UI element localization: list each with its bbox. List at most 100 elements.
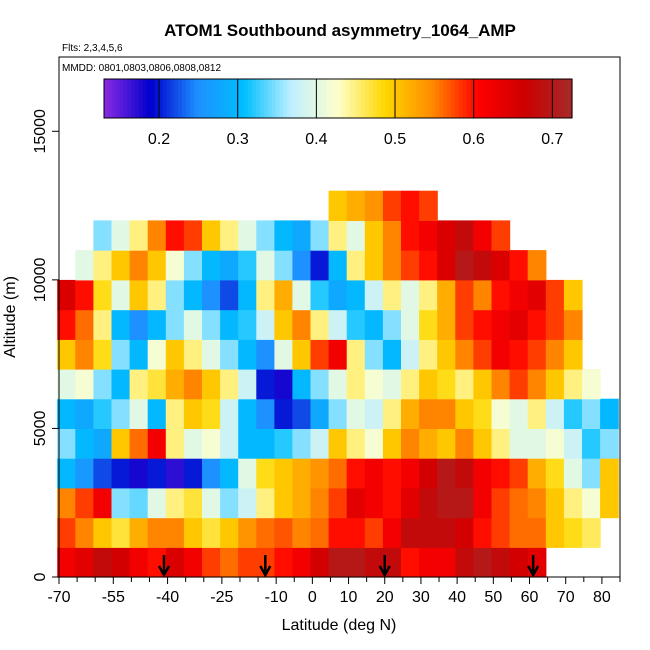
- heatmap-cell: [563, 428, 583, 459]
- colorbar-segment: [412, 79, 417, 118]
- heatmap-cell: [238, 428, 257, 459]
- colorbar-segment: [377, 79, 382, 118]
- heatmap-cell: [75, 428, 94, 459]
- colorbar-segment: [299, 79, 304, 118]
- heatmap-cell: [364, 279, 384, 311]
- colorbar-segment: [283, 79, 288, 118]
- colorbar-tick-label: 0.3: [227, 131, 249, 148]
- colorbar-segment: [552, 79, 557, 118]
- heatmap-cell: [292, 220, 312, 251]
- colorbar-segment: [431, 79, 437, 118]
- colorbar-tick-label: 0.7: [541, 131, 563, 148]
- colorbar-segment: [536, 79, 542, 118]
- flight-marker-head: [527, 565, 540, 578]
- heatmap-cell: [183, 309, 203, 340]
- heatmap-cell: [292, 279, 312, 311]
- colorbar-segment: [474, 79, 479, 118]
- chart-title: ATOM1 Southbound asymmetry_1064_AMP: [164, 21, 516, 40]
- heatmap-cell: [220, 339, 239, 370]
- colorbar-segment: [486, 79, 491, 118]
- colorbar-segment: [291, 79, 296, 118]
- heatmap-cell: [292, 398, 312, 429]
- heatmap-cell: [491, 250, 511, 281]
- colorbar-segment: [263, 79, 269, 118]
- heatmap-cell: [129, 487, 149, 519]
- heatmap-cell: [202, 547, 221, 578]
- heatmap-cell: [437, 250, 456, 281]
- colorbar-segment: [213, 79, 218, 118]
- heatmap-cell: [111, 339, 131, 370]
- heatmap-cell: [491, 369, 511, 400]
- x-tick-label: 30: [412, 589, 430, 606]
- heatmap-cell: [419, 309, 438, 340]
- colorbar-segment: [244, 79, 249, 118]
- heatmap-cell: [491, 220, 511, 251]
- heatmap-cell: [238, 309, 257, 340]
- heatmap-cell: [527, 309, 547, 340]
- heatmap-cell: [202, 487, 221, 519]
- heatmap-cell: [256, 398, 275, 429]
- colorbar-segment: [170, 79, 175, 118]
- colorbar-segment: [236, 79, 242, 118]
- heatmap-cell: [473, 547, 493, 578]
- heatmap-cell: [202, 517, 221, 548]
- heatmap-cell: [328, 309, 348, 340]
- colorbar-segment: [423, 79, 429, 118]
- heatmap-cell: [437, 428, 456, 459]
- colorbar-segment: [150, 79, 156, 118]
- colorbar-segment: [166, 79, 171, 118]
- heatmap-cell: [238, 517, 257, 548]
- heatmap-cell: [256, 428, 275, 459]
- heatmap-cell: [75, 369, 94, 400]
- heatmap-cell: [600, 428, 619, 459]
- heatmap-cell: [401, 339, 420, 370]
- heatmap-cell: [455, 339, 474, 370]
- heatmap-cell: [527, 339, 547, 370]
- colorbar-segment: [318, 79, 323, 118]
- colorbar-segment: [466, 79, 472, 118]
- colorbar-segment: [260, 79, 265, 118]
- heatmap-cell: [256, 220, 275, 251]
- heatmap-cell: [563, 517, 583, 548]
- heatmap-cell: [183, 517, 203, 548]
- heatmap-cell: [129, 250, 149, 281]
- heatmap-cell: [75, 487, 94, 519]
- heatmap-cell: [455, 369, 474, 400]
- colorbar-segment: [185, 79, 191, 118]
- heatmap-cells: [57, 190, 619, 578]
- heatmap-cell: [419, 369, 438, 400]
- heatmap-cell: [165, 339, 185, 370]
- heatmap-cell: [328, 250, 348, 281]
- colorbar-segment: [564, 79, 569, 118]
- heatmap-cell: [491, 517, 511, 548]
- heatmap-cell: [509, 369, 529, 400]
- heatmap-cell: [202, 309, 221, 340]
- flight-marker-head: [259, 565, 272, 578]
- heatmap-cell: [401, 398, 420, 429]
- heatmap-cell: [364, 517, 384, 548]
- x-tick-label: -10: [265, 589, 288, 606]
- dates-label: MMDD: 0801,0803,0806,0808,0812: [62, 63, 221, 74]
- heatmap-cell: [111, 398, 131, 429]
- colorbar-segment: [123, 79, 128, 118]
- heatmap-cell: [473, 309, 493, 340]
- heatmap-cell: [310, 517, 330, 548]
- heatmap-cell: [220, 487, 239, 519]
- heatmap-cell: [437, 458, 456, 489]
- heatmap-cell: [165, 428, 185, 459]
- heatmap-cell: [292, 369, 312, 400]
- heatmap-cell: [455, 487, 474, 519]
- colorbar-segment: [287, 79, 292, 118]
- heatmap-cell: [129, 517, 149, 548]
- flight-markers: [157, 555, 540, 578]
- colorbar-segment: [143, 79, 148, 118]
- heatmap-cell: [382, 369, 402, 400]
- colorbar-segment: [111, 79, 117, 118]
- colorbar-segment: [205, 79, 210, 118]
- colorbar-segment: [224, 79, 230, 118]
- colorbar-segment: [209, 79, 214, 118]
- heatmap-cell: [274, 250, 294, 281]
- heatmap-cell: [419, 517, 438, 548]
- heatmap-cell: [202, 369, 221, 400]
- heatmap-cell: [473, 279, 493, 311]
